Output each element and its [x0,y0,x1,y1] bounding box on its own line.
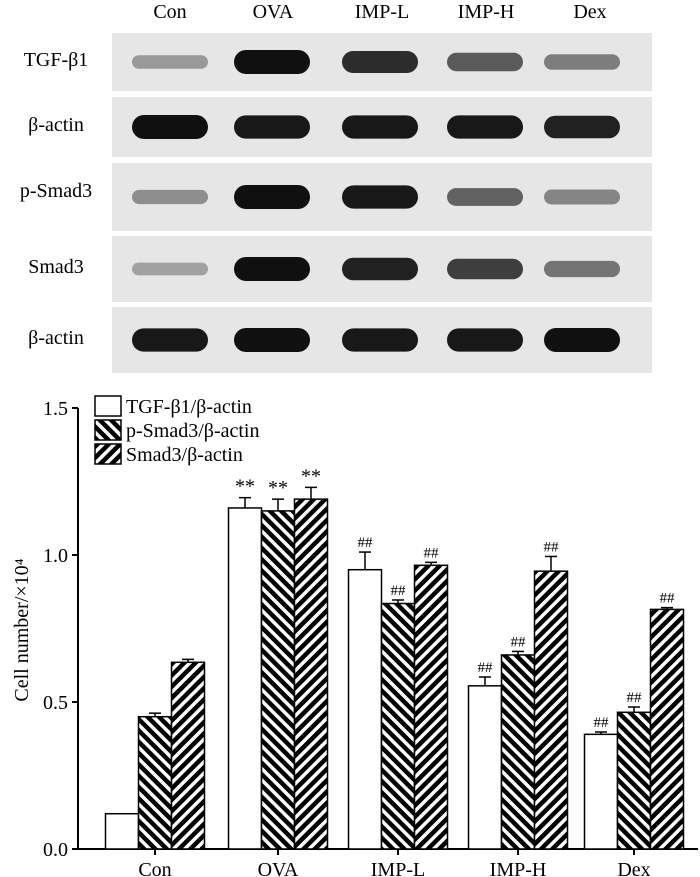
bar [137,715,173,850]
x-tick-label: IMP-H [490,859,547,877]
axis-labels-layer: 0.0 0.5 1.0 1.5 Con OVA IMP-L IMP-H Dex [43,398,651,877]
bar [467,685,503,850]
legend: TGF-β1/β-actinp-Smad3/β-actinSmad3/β-act… [94,395,259,466]
blot-band [132,189,208,205]
bar [649,608,685,850]
blot-band [234,257,310,281]
significance-label: ## [478,660,494,676]
bar [347,568,383,850]
blot-band [342,115,418,139]
blot-label-b-actin-1: β-actin [28,114,84,136]
blot-band [342,257,418,281]
blot-band [544,115,620,139]
significance-label: ## [391,583,407,599]
bars-layer: ** ** ** ## ## ## ## ## ## ## ## ## [104,465,685,850]
lane-label-con: Con [153,1,187,23]
bar [616,711,652,850]
lane-label-imp-h: IMP-H [457,1,515,23]
blot-band [447,328,523,352]
blot-band [234,185,310,209]
x-tick-label: IMP-L [371,859,425,877]
blot-band [544,189,620,205]
blot-band [342,328,418,352]
lane-label-dex: Dex [573,1,607,23]
y-tick-label: 1.0 [43,545,68,567]
significance-label: ** [301,465,321,487]
legend-label: Smad3/β-actin [126,444,243,466]
lane-label-ova: OVA [252,1,294,23]
blot-label-b-actin-2: β-actin [28,327,84,349]
blot-band [544,54,620,70]
significance-label: ## [594,715,610,731]
bar [293,498,329,850]
blot-band [132,115,208,139]
y-tick-label: 1.5 [43,398,68,420]
bar-chart: ** ** ** ## ## ## ## ## ## ## ## ## 0.0 0.5 1.0 1.5 Con… [11,395,698,877]
blot-band [234,50,310,74]
blot-band [342,185,418,209]
blot-label-p-smad3: p-Smad3 [19,180,93,202]
blot-band [342,51,418,73]
blot-label-smad3: Smad3 [28,256,84,278]
bar [170,661,206,850]
bar [380,602,416,850]
bar [227,507,263,850]
x-tick-label: Con [138,859,171,877]
blot-band [447,188,523,206]
significance-label: ## [511,634,527,650]
blot-strip-p-smad3 [112,163,652,231]
blot-label-tgf-b1: TGF-β1 [23,49,89,71]
blot-band [447,52,523,72]
legend-swatch [94,419,122,441]
blot-band [544,328,620,352]
bar [583,733,619,850]
blot-band [447,258,523,280]
legend-label: p-Smad3/β-actin [126,420,259,442]
significance-label: ** [235,476,255,498]
x-tick-label: Dex [617,859,650,877]
significance-label: ## [424,545,440,561]
blot-band [132,55,208,69]
blot-strip-tgf-b1 [112,33,652,91]
y-tick-label: 0.5 [43,692,68,714]
legend-swatch [94,443,122,465]
blot-band [234,328,310,352]
significance-label: ** [268,477,288,499]
blot-band [132,262,208,276]
blot-band [544,260,620,278]
blot-band [132,328,208,352]
significance-label: ## [358,535,374,551]
blot-band [447,115,523,139]
significance-label: ## [627,690,643,706]
lane-label-imp-l: IMP-L [354,1,410,23]
bar [500,654,536,850]
blot-strip-smad3 [112,236,652,302]
y-tick-label: 0.0 [43,839,68,861]
blot-strip-b-actin-1 [112,97,652,157]
significance-label: ## [544,539,560,555]
blot-strip-b-actin-2 [112,307,652,373]
significance-label: ## [660,591,676,607]
legend-label: TGF-β1/β-actin [126,396,252,418]
y-axis-label: Cell number/×10⁴ [11,558,33,701]
legend-swatch [94,395,122,417]
blot-band [234,115,310,139]
bar [413,564,449,850]
bar [260,510,296,850]
bar [104,812,140,850]
bar [533,570,569,850]
x-tick-label: OVA [258,859,299,877]
